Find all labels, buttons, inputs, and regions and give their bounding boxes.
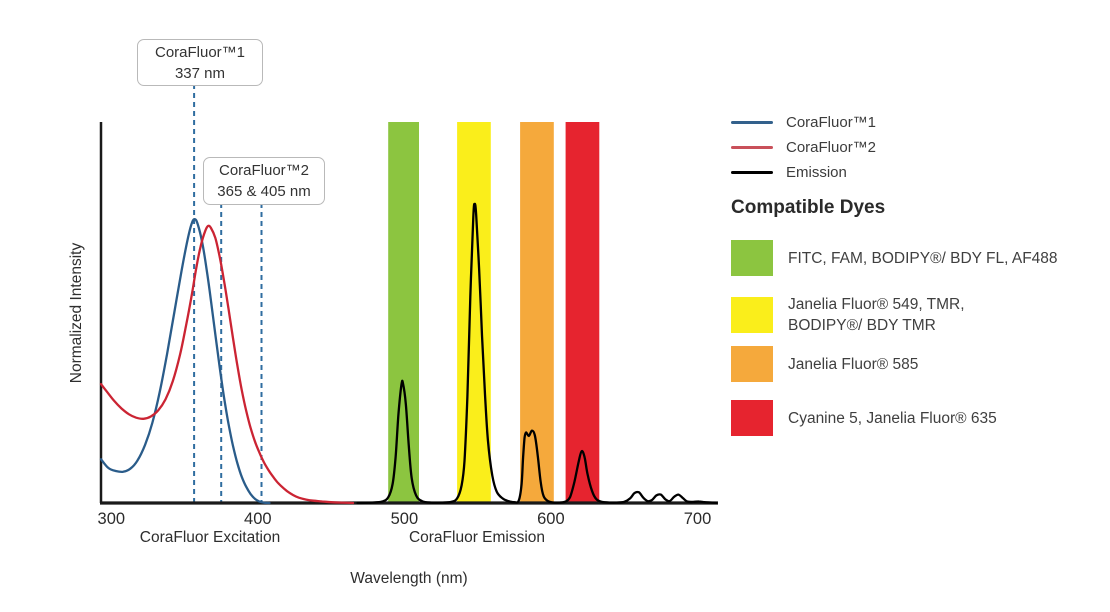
chart-legend: CoraFluor™1 CoraFluor™2 Emission: [731, 110, 1103, 184]
legend-line-sample-black: [731, 170, 773, 174]
curve-corafluor-1-excitation: [99, 218, 271, 505]
curve-corafluor-2-excitation: [99, 224, 355, 505]
filter-band-orange: [520, 122, 554, 503]
dye-label: Janelia Fluor® 549, TMR, BODIPY®/ BDY TM…: [788, 296, 965, 334]
red-filter-swatch: [731, 400, 773, 436]
annotation-corafluor1-value: 337 nm: [174, 64, 226, 82]
annotation-corafluor2: CoraFluor™2 365 & 405 nm: [203, 157, 325, 205]
annotation-corafluor1: CoraFluor™1 337 nm: [137, 39, 263, 86]
x-axis-title: Wavelength (nm): [350, 570, 468, 587]
y-axis-label: Normalized Intensity: [68, 242, 85, 384]
x-tick-label: 300: [98, 510, 126, 528]
spectra-chart: 300 400 500 600 700: [98, 84, 718, 528]
right-panel: CoraFluor™1 CoraFluor™2 Emission Compati…: [731, 110, 1103, 454]
dye-item-green: FITC, FAM, BODIPY®/ BDY FL, AF488: [731, 240, 1103, 276]
dye-item-red: Cyanine 5, Janelia Fluor® 635: [731, 400, 1103, 436]
compatible-dyes-heading: Compatible Dyes: [731, 197, 886, 218]
legend-label: CoraFluor™1: [786, 113, 877, 131]
legend-line-sample-red: [731, 145, 773, 149]
legend-label: Emission: [786, 163, 847, 181]
legend-item-corafluor2: CoraFluor™2: [731, 135, 1103, 159]
curve-emission: [356, 202, 718, 505]
dye-item-orange: Janelia Fluor® 585: [731, 346, 1103, 382]
dye-label: Cyanine 5, Janelia Fluor® 635: [788, 409, 997, 427]
dye-label: FITC, FAM, BODIPY®/ BDY FL, AF488: [788, 249, 1058, 267]
legend-label: CoraFluor™2: [786, 138, 877, 156]
emission-region-label: CoraFluor Emission: [408, 529, 546, 546]
excitation-region-label: CoraFluor Excitation: [139, 529, 281, 546]
filter-band-red: [565, 122, 600, 503]
orange-filter-swatch: [731, 346, 773, 382]
annotation-corafluor1-title: CoraFluor™1: [154, 43, 246, 61]
dye-label: Janelia Fluor® 585: [788, 355, 919, 373]
x-tick-label: 500: [391, 510, 419, 528]
dye-item-yellow: Janelia Fluor® 549, TMR, BODIPY®/ BDY TM…: [731, 294, 1103, 336]
x-tick-label: 400: [244, 510, 272, 528]
legend-line-sample-blue: [731, 120, 773, 124]
filter-band-green: [388, 122, 419, 503]
legend-item-corafluor1: CoraFluor™1: [731, 110, 1103, 134]
filter-band-yellow: [457, 122, 491, 503]
x-tick-label: 600: [537, 510, 565, 528]
yellow-filter-swatch: [731, 297, 773, 333]
green-filter-swatch: [731, 240, 773, 276]
legend-item-emission: Emission: [731, 160, 1103, 184]
annotation-corafluor2-title: CoraFluor™2: [218, 162, 310, 179]
annotation-corafluor2-value: 365 & 405 nm: [217, 183, 311, 200]
x-tick-label: 700: [684, 510, 712, 528]
